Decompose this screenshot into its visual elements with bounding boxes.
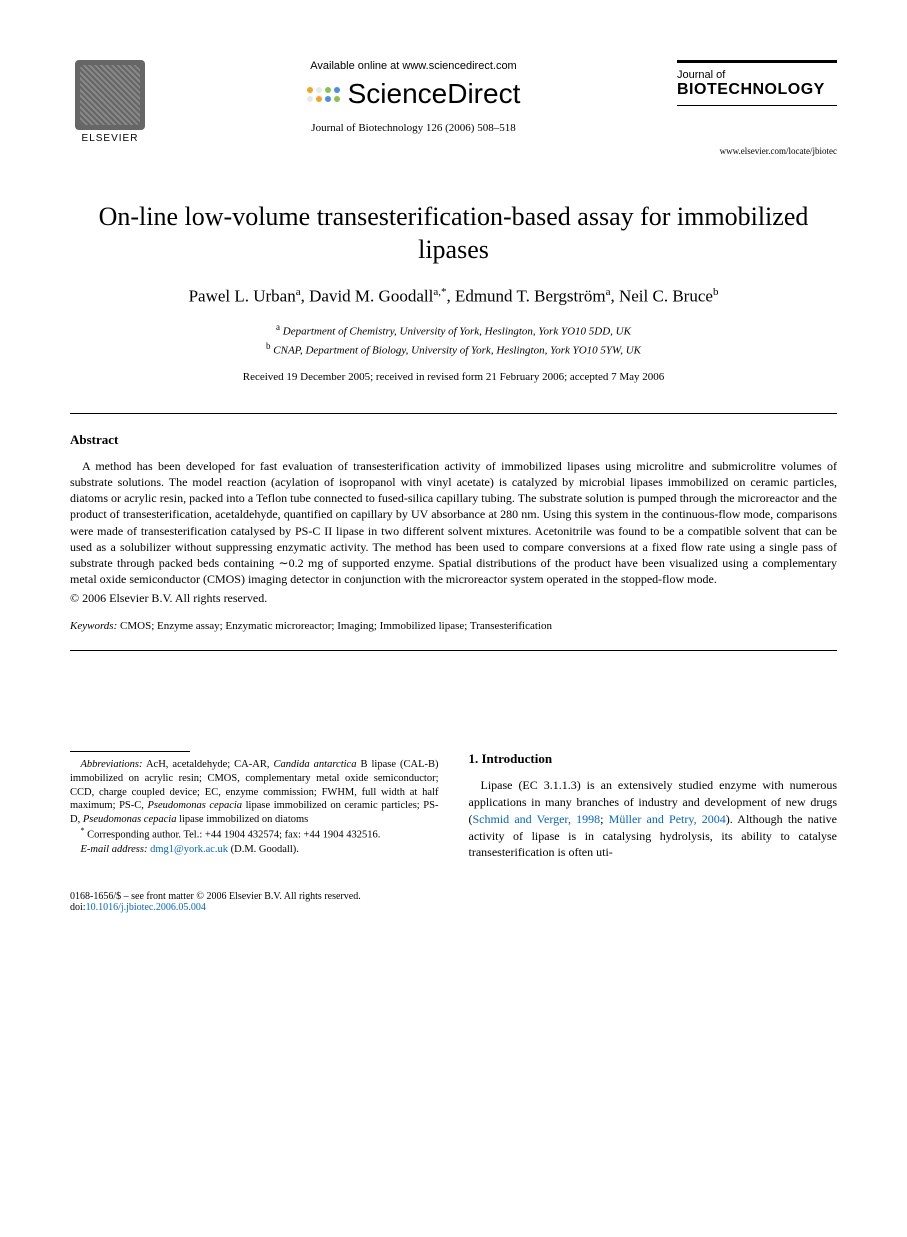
journal-url: www.elsevier.com/locate/jbiotec [677, 146, 837, 156]
bottom-columns: Abbreviations: AcH, acetaldehyde; CA-AR,… [70, 751, 837, 861]
available-online-text: Available online at www.sciencedirect.co… [170, 60, 657, 72]
introduction-heading: 1. Introduction [469, 751, 838, 767]
reference-link-2[interactable]: Müller and Petry, 2004 [609, 812, 726, 826]
doi-link[interactable]: 10.1016/j.jbiotec.2006.05.004 [86, 902, 206, 913]
affiliations: a Department of Chemistry, University of… [70, 321, 837, 359]
sd-dots-icon [307, 87, 340, 102]
rule-top [70, 413, 837, 414]
doi-line: doi:10.1016/j.jbiotec.2006.05.004 [70, 902, 837, 913]
article-title: On-line low-volume transesterification-b… [70, 201, 837, 266]
affiliation-b: b CNAP, Department of Biology, Universit… [70, 340, 837, 359]
journal-logo: Journal of BIOTECHNOLOGY [677, 60, 837, 106]
footnotes-column: Abbreviations: AcH, acetaldehyde; CA-AR,… [70, 751, 439, 861]
journal-logo-block: Journal of BIOTECHNOLOGY www.elsevier.co… [677, 60, 837, 156]
journal-name-small: Journal of [677, 69, 837, 81]
affiliation-a: a Department of Chemistry, University of… [70, 321, 837, 340]
authors-list: Pawel L. Urbana, David M. Goodalla,*, Ed… [70, 286, 837, 307]
rule-bottom [70, 650, 837, 651]
article-dates: Received 19 December 2005; received in r… [70, 371, 837, 383]
abbreviations-footnote: Abbreviations: AcH, acetaldehyde; CA-AR,… [70, 758, 439, 826]
abstract-text: A method has been developed for fast eva… [70, 458, 837, 588]
abstract-copyright: © 2006 Elsevier B.V. All rights reserved… [70, 591, 837, 606]
corresponding-author-footnote: * Corresponding author. Tel.: +44 1904 4… [70, 826, 439, 842]
sd-brand-text: ScienceDirect [348, 78, 521, 110]
reference-link-1[interactable]: Schmid and Verger, 1998 [473, 812, 601, 826]
center-header: Available online at www.sciencedirect.co… [150, 60, 677, 134]
footer: 0168-1656/$ – see front matter © 2006 El… [70, 891, 837, 913]
sciencedirect-logo: ScienceDirect [170, 78, 657, 110]
front-matter-text: 0168-1656/$ – see front matter © 2006 El… [70, 891, 837, 902]
journal-citation: Journal of Biotechnology 126 (2006) 508–… [170, 122, 657, 134]
introduction-column: 1. Introduction Lipase (EC 3.1.1.3) is a… [469, 751, 838, 861]
abstract-heading: Abstract [70, 432, 837, 448]
elsevier-tree-icon [75, 60, 145, 130]
publisher-name: ELSEVIER [82, 133, 139, 144]
journal-name-big: BIOTECHNOLOGY [677, 81, 837, 99]
header-row: ELSEVIER Available online at www.science… [70, 60, 837, 156]
keywords-label: Keywords: [70, 620, 117, 632]
email-link[interactable]: dmg1@york.ac.uk [150, 844, 228, 855]
email-footnote: E-mail address: dmg1@york.ac.uk (D.M. Go… [70, 843, 439, 857]
footnote-rule [70, 751, 190, 752]
keywords: Keywords: CMOS; Enzyme assay; Enzymatic … [70, 620, 837, 632]
introduction-text: Lipase (EC 3.1.1.3) is an extensively st… [469, 777, 838, 861]
keywords-text: CMOS; Enzyme assay; Enzymatic microreact… [120, 620, 552, 632]
elsevier-logo: ELSEVIER [70, 60, 150, 150]
